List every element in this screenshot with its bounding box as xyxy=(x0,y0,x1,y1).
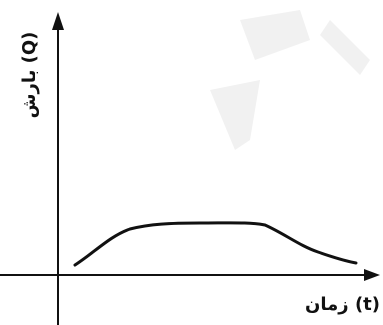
x-axis-label: زمان (t) xyxy=(305,294,380,315)
watermark-shape xyxy=(320,20,370,75)
watermark-shape xyxy=(210,80,260,150)
watermark xyxy=(210,10,370,150)
curve xyxy=(73,221,358,267)
watermark-shape xyxy=(240,10,310,60)
x-axis-arrow xyxy=(364,269,380,281)
y-axis-arrow xyxy=(52,12,64,30)
y-axis-label: بارش (Q) xyxy=(19,32,40,119)
